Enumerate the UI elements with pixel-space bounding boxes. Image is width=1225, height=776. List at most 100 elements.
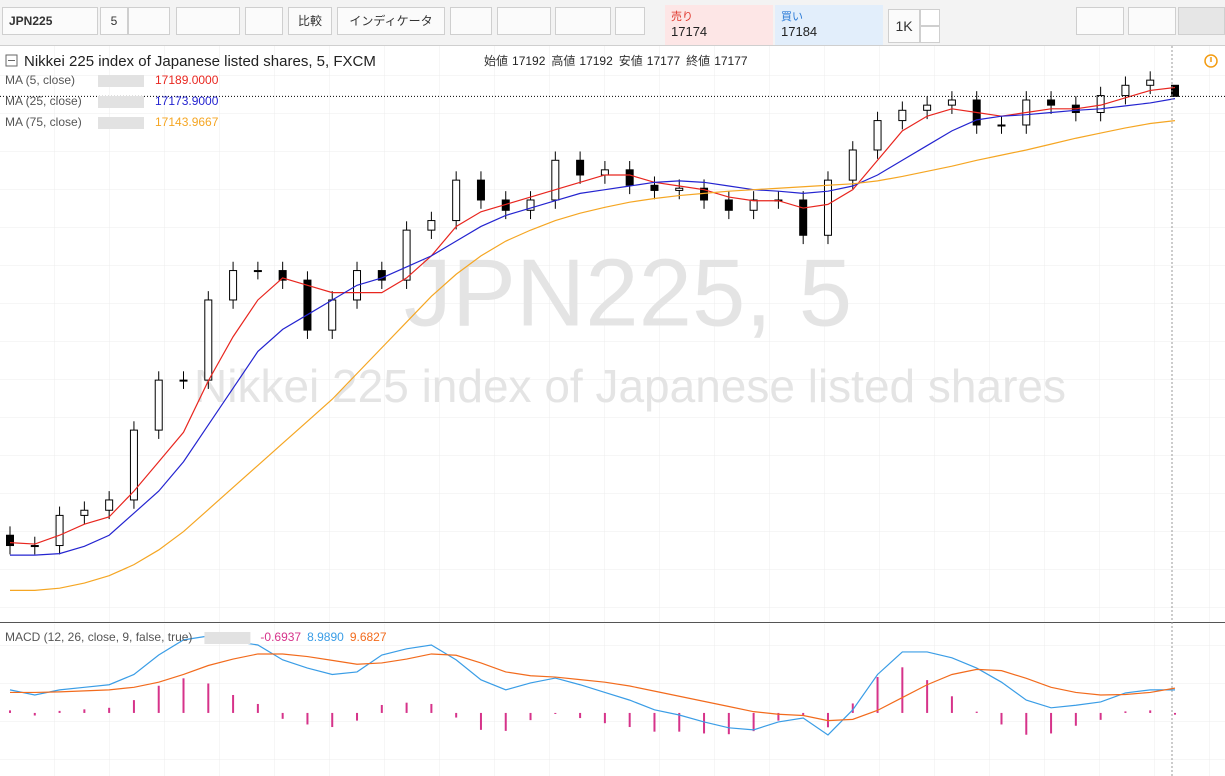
legend-icons: [204, 632, 251, 644]
collapse-icon[interactable]: [5, 54, 18, 67]
alert-icon[interactable]: [1204, 54, 1218, 68]
moving-average: [10, 120, 1176, 591]
candle-body: [427, 220, 436, 231]
histogram-bar: [306, 712, 309, 725]
watermark: JPN225, 5: [404, 239, 852, 346]
ohlc-value: 17192: [512, 54, 546, 68]
candle-body: [526, 199, 535, 211]
histogram-bar: [380, 704, 383, 713]
fullscreen-button[interactable]: [615, 7, 645, 35]
candle-body: [1121, 84, 1130, 97]
histogram-bar: [157, 685, 160, 713]
legend-icons: [98, 117, 144, 129]
histogram-bar: [83, 709, 86, 713]
candle-body: [204, 299, 213, 381]
candle-body: [229, 270, 238, 301]
histogram-bar: [554, 712, 557, 714]
legend-icons: [98, 75, 144, 87]
candle-body: [1171, 84, 1179, 97]
legend-value: 9.6827: [350, 630, 387, 644]
histogram-bar: [975, 711, 978, 713]
histogram-bar: [851, 703, 854, 713]
candle-body: [1146, 79, 1155, 86]
ohlc-label: 高値: [551, 53, 575, 68]
moving-average: [9, 86, 1176, 545]
candle-body: [625, 169, 634, 186]
histogram-bar: [752, 712, 755, 732]
legend-value: 8.9890: [307, 630, 344, 644]
ideas-button[interactable]: [497, 7, 551, 35]
buy-button[interactable]: 買い 17184: [775, 5, 883, 45]
sell-price: 17174: [671, 24, 708, 39]
ohlc-legend: 始値 17192 高値 17192 安値 17177 終値 17177: [484, 53, 748, 68]
ohlc-value: 17177: [714, 54, 748, 68]
ohlc-value: 17192: [579, 54, 613, 68]
candle-body: [402, 229, 411, 281]
settings-button[interactable]: [245, 7, 283, 35]
candle-body: [328, 299, 337, 331]
plot: [0, 46, 1225, 776]
ohlc-value: 17177: [647, 54, 681, 68]
macd-line: [10, 653, 1176, 722]
histogram-bar: [876, 677, 879, 713]
candle-body: [947, 99, 956, 106]
indicators-button[interactable]: インディケータ: [337, 7, 445, 35]
histogram-bar: [405, 702, 408, 713]
histogram-bar: [1074, 712, 1077, 726]
histogram-bar: [33, 712, 36, 716]
candle-body: [476, 179, 485, 201]
legend-value: 17173.9000: [155, 94, 219, 108]
ohlc-label: 終値: [686, 53, 710, 68]
candle-body: [80, 509, 89, 516]
candle-body: [923, 104, 932, 111]
load-button[interactable]: [1128, 7, 1176, 35]
legend-value: 17189.0000: [155, 73, 219, 87]
candle-body: [154, 379, 163, 431]
save-button[interactable]: [1178, 7, 1225, 35]
candle-body: [377, 270, 386, 281]
histogram-bar: [1000, 712, 1003, 725]
grid: [0, 46, 1225, 622]
histogram-bar: [504, 712, 507, 731]
histogram-bar: [108, 707, 111, 713]
ohlc-label: 始値: [484, 53, 508, 68]
histogram-bar: [950, 696, 953, 713]
candle-body: [179, 379, 188, 382]
candle-body: [675, 187, 684, 191]
histogram-bar: [182, 678, 185, 713]
alert-button[interactable]: [450, 7, 492, 35]
histogram-bar: [901, 667, 904, 713]
legend-icons: [98, 96, 144, 108]
compare-button[interactable]: 比較: [288, 7, 332, 35]
candle-body: [551, 159, 560, 201]
histogram-bar: [678, 712, 681, 732]
histogram-bar: [1174, 712, 1176, 715]
sell-button[interactable]: 売り 17174: [665, 5, 773, 45]
legend-name: MA (75, close): [5, 115, 82, 129]
histogram-bar: [479, 712, 482, 730]
candle-body: [105, 499, 114, 511]
layout-button[interactable]: [1076, 7, 1124, 35]
candle-body: [799, 199, 808, 236]
histogram-bar: [281, 712, 284, 719]
legend-name: MA (5, close): [5, 73, 75, 87]
quantity-plus[interactable]: [920, 9, 940, 26]
histogram-bar: [356, 712, 359, 721]
candle-body: [997, 124, 1006, 127]
quantity-minus[interactable]: [920, 26, 940, 43]
sell-label: 売り: [671, 11, 693, 23]
undo-redo[interactable]: [555, 7, 611, 35]
chart-style-button[interactable]: [176, 7, 240, 35]
candle-body: [724, 199, 733, 211]
candle-body: [576, 159, 585, 176]
interval-button[interactable]: 5: [100, 7, 128, 35]
candle-body: [1047, 99, 1056, 106]
candle-body: [650, 184, 659, 191]
watermark-subtitle: Nikkei 225 index of Japanese listed shar…: [194, 360, 1066, 412]
histogram-bar: [926, 680, 929, 713]
symbol-input[interactable]: JPN225: [2, 7, 98, 35]
histogram-bar: [1025, 712, 1028, 735]
quantity[interactable]: 1K: [888, 9, 920, 43]
histogram-bar: [1124, 711, 1127, 713]
interval-menu[interactable]: [128, 7, 170, 35]
